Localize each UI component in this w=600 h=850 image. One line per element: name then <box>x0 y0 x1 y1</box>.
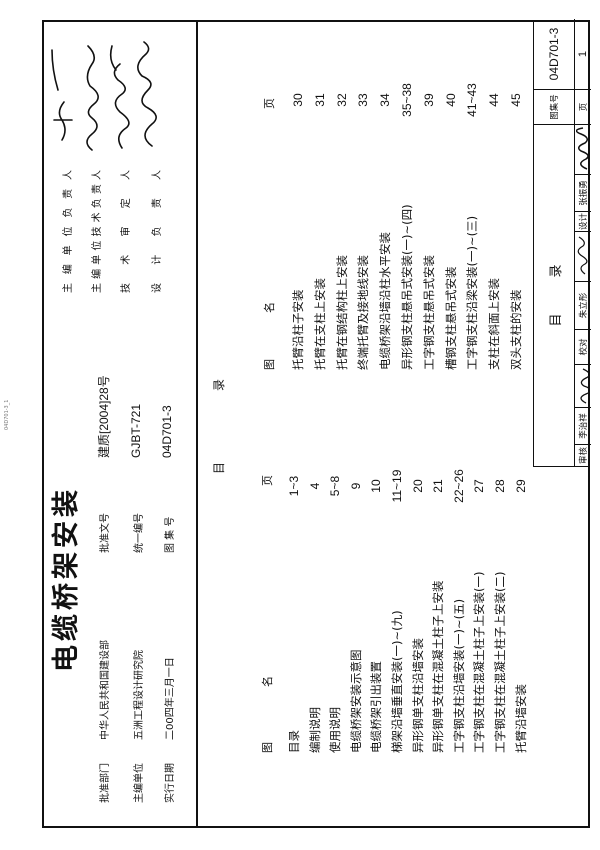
field-label: 实行日期 <box>165 763 176 803</box>
toc-item-name: 工字钢支柱沿梁安装(一)~(三) <box>465 215 480 370</box>
designer-name: 张振勇 <box>575 174 591 211</box>
col2-header-page: 页 <box>263 98 276 109</box>
field-value: 二00四年三月一日 <box>165 657 176 740</box>
check-label: 校对 <box>575 329 591 364</box>
toc-item-name: 工字钢支柱在混凝土柱子上安装(二) <box>493 571 507 753</box>
signatures-image <box>51 41 157 151</box>
toc-item-name: 托臂在钢结构柱上安装 <box>334 255 349 370</box>
page-title: 电缆桥架安装 <box>51 486 82 672</box>
toc-item-page: 9 <box>348 482 363 490</box>
field-label: 图 集 号 <box>165 516 176 553</box>
toc-item-name: 编制说明 <box>307 707 322 753</box>
toc-item-name: 电缆桥架安装示意图 <box>348 649 363 754</box>
toc-item-name: 托臂沿柱子安装 <box>291 289 305 371</box>
toc-item-name: 异形钢单支柱在混凝土柱子上安装 <box>431 580 446 754</box>
toc-item-page: 34 <box>378 93 393 107</box>
page-number: 1 <box>577 50 589 58</box>
responsible-label: 主编单位负责人 <box>63 161 74 293</box>
toc-item-page: 11~19 <box>390 469 404 503</box>
toc-item-name: 工字钢支柱在混凝土柱子上安装(一) <box>472 571 487 753</box>
toc-item-name: 槽钢支柱悬吊式安装 <box>443 266 458 371</box>
toc-item-page: 45 <box>509 93 523 107</box>
side-note: 04D701-3_1 <box>4 399 10 430</box>
reviewer-signature <box>575 364 591 407</box>
toc-item-name: 终端托臂及接地线安装 <box>356 255 371 370</box>
col2-header-name-a: 图 <box>263 359 276 370</box>
toc-item-page: 21 <box>431 479 446 493</box>
toc-item-name: 目录 <box>287 730 301 753</box>
field-value: 五洲工程设计研究院 <box>134 650 145 740</box>
col1-header-name-a: 图 <box>261 742 274 753</box>
toc-item-page: 31 <box>312 93 327 107</box>
toc-item-name: 工字钢支柱悬吊式安装 <box>421 255 436 370</box>
field-label: 统一编号 <box>134 513 145 553</box>
toc-item-name: 使用说明 <box>328 707 343 753</box>
toc-heading-2: 录 <box>212 378 226 391</box>
responsible-label: 设计负责人 <box>152 151 163 293</box>
field-value: GJBT-721 <box>129 403 143 458</box>
col1-header-page: 页 <box>261 475 274 486</box>
toc-item-name: 支柱在斜面上安装 <box>487 278 502 370</box>
toc-item-page: 33 <box>356 93 371 107</box>
toc-item-page: 29 <box>513 479 528 493</box>
toc-item-name: 异形钢单支柱沿墙安装 <box>410 638 425 753</box>
toc-item-page: 44 <box>487 93 502 107</box>
toc-item-name: 电缆桥架沿墙沿柱水平安装 <box>378 232 393 370</box>
toc-item-page: 28 <box>493 479 507 493</box>
sheet-title-2: 录 <box>548 264 564 278</box>
toc-item-name: 工字钢支柱沿墙安装(一)~(五) <box>451 598 466 753</box>
toc-item-name: 托臂在支柱上安装 <box>312 278 327 370</box>
review-label: 审核 <box>575 444 591 466</box>
responsible-label: 主编单位技术负责人 <box>92 165 103 293</box>
toc-item-page: 30 <box>291 93 305 107</box>
band-divider <box>196 20 198 828</box>
title-block: 目 录 图集号 04D701-3 审核 李治祥 校对 朱立彤 设计 张振勇 页 … <box>533 19 591 467</box>
atlas-no: 04D701-3 <box>547 27 561 81</box>
field-value: 中华人民共和国建设部 <box>100 640 111 740</box>
design-label: 设计 <box>575 211 591 231</box>
atlas-no-label: 图集号 <box>534 89 574 124</box>
toc-heading-1: 目 <box>212 461 226 474</box>
toc-item-page: 20 <box>410 479 425 493</box>
toc-item-page: 1~3 <box>287 475 301 497</box>
toc-item-page: 4 <box>307 482 322 490</box>
col2-header-name-b: 名 <box>263 302 276 313</box>
toc-item-page: 10 <box>369 479 384 493</box>
col1-header-name-b: 名 <box>261 676 274 687</box>
sheet-title-cell: 目 录 <box>534 124 574 466</box>
toc-item-page: 5~8 <box>328 475 343 497</box>
toc-item-name: 电缆桥架引出装置 <box>369 661 384 753</box>
toc-item-name: 异形钢支柱悬吊式安装(一)~(四) <box>400 204 414 370</box>
toc-item-name: 托臂沿墙安装 <box>513 684 528 753</box>
field-label: 批准文号 <box>100 513 111 553</box>
page-label: 页 <box>575 89 591 124</box>
field-value: 建质[2004]28号 <box>97 375 111 458</box>
field-label: 批准部门 <box>100 763 111 803</box>
designer-signature <box>575 124 591 174</box>
toc-item-name: 梯架沿墙垂直安装(一)~(九) <box>390 610 404 753</box>
toc-item-name: 双头支柱的安装 <box>509 289 523 371</box>
toc-item-page: 22~26 <box>451 469 466 503</box>
reviewer-name: 李治祥 <box>575 407 591 444</box>
toc-item-page: 39 <box>421 93 436 107</box>
field-value: 04D701-3 <box>160 405 174 458</box>
toc-item-page: 41~43 <box>465 83 480 117</box>
field-label: 主编单位 <box>134 763 145 803</box>
toc-item-page: 40 <box>443 93 458 107</box>
toc-item-page: 27 <box>472 479 487 493</box>
responsible-label: 技术审定人 <box>121 151 132 293</box>
checker-signature <box>575 231 591 281</box>
toc-item-page: 32 <box>334 93 349 107</box>
sheet-title-1: 目 <box>548 313 564 327</box>
checker-name: 朱立彤 <box>575 281 591 329</box>
toc-item-page: 35~38 <box>400 83 414 117</box>
